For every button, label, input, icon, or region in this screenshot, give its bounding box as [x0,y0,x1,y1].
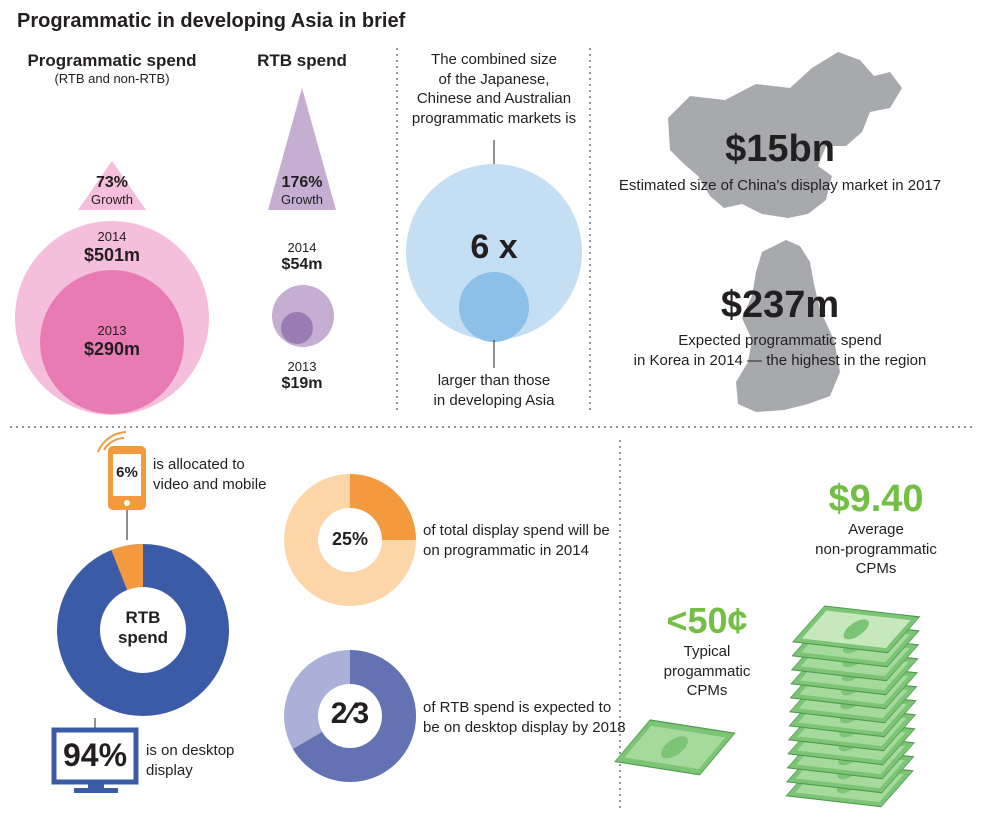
combined-line-3: Chinese and Australian [416,90,572,107]
prog-cpm-line-1: Typical [683,643,731,660]
combined-line-2: of the Japanese, [438,70,550,88]
developing-asia-circle [459,272,529,342]
prog-cpm-line-2: progammatic [663,662,751,680]
share-caption-line-2: on programmatic in 2014 [423,541,589,559]
prog-2014-value: $501m [83,245,141,265]
monitor-icon [51,727,139,793]
desktop-caption-line-1: is on desktop [146,742,235,759]
china-value: $15bn [725,128,835,170]
stack-bill [791,605,921,654]
rtb-donut-center-line-2: spend [117,627,169,647]
prog-spend-subheading: (RTB and non-RTB) [54,71,170,86]
combined-multiplier: 6 x [470,228,518,266]
mobile-caption-line-2: video and mobile [153,475,267,493]
phone-icon [97,431,146,510]
share-caption-line-1: of total display spend will be [423,522,610,539]
desktop-caption-line-2: display [146,761,193,779]
korea-map-shape [736,240,840,412]
desktop-donut-center: 2⁄3 [330,697,370,730]
share-donut-center: 25% [331,529,369,549]
prog-2013-value: $290m [83,339,141,359]
rtb-growth-label: Growth [281,192,323,207]
korea-caption-line-2: in Korea in 2014 — the highest in the re… [633,351,927,369]
rtb-2014-value: $54m [281,256,323,273]
rtb-donut-center: RTB spend [118,608,168,647]
rtb-growth-value: 176% [281,174,323,191]
rtb-donut-hole [100,587,186,673]
desktop-2018-caption-line-2: be on desktop display by 2018 [423,718,626,736]
mobile-caption-line-1: is allocated to [153,456,245,473]
rtb-spend-heading: RTB spend [257,51,347,70]
china-map-shape [668,52,902,218]
mobile-pct: 6% [116,464,138,481]
single-bill-icon [614,719,736,776]
combined-line-1: The combined size [431,51,557,68]
prog-cpm-caption: Typical progammatic CPMs [664,642,751,701]
combined-text-top: The combined size of the Japanese, Chine… [412,50,576,128]
desktop-caption: is on desktop display [146,741,234,780]
korea-value: $237m [720,284,840,326]
prog-cpm-line-3: CPMs [686,682,728,699]
rtb-growth-triangle [268,88,336,210]
combined-line-4: programmatic markets is [411,109,577,127]
non-prog-cpm-line-1: Average [848,521,904,538]
page-title: Programmatic in developing Asia in brief [17,10,406,32]
combined-text-bottom: larger than those in developing Asia [434,371,555,410]
prog-cpm-value: <50¢ [666,600,748,641]
desktop-pct: 94% [62,737,128,773]
prog-2013-circle [40,270,184,414]
prog-spend-heading: Programmatic spend [27,51,197,70]
non-prog-cpm-value: $9.40 [828,478,924,520]
non-prog-cpm-line-2: non-programmatic [815,540,937,558]
non-prog-cpm-caption: Average non-programmatic CPMs [815,520,937,579]
share-caption: of total display spend will be on progra… [423,521,610,560]
desktop-donut-hole [318,684,382,748]
prog-growth-triangle [78,161,146,210]
prog-growth-label: Growth [91,192,133,207]
combined-big-circle [406,164,582,340]
rtb-2013-circle [281,312,313,344]
prog-2014-year: 2014 [97,229,127,244]
mobile-caption: is allocated to video and mobile [153,455,266,494]
share-donut-hole [318,508,382,572]
rtb-2014-year: 2014 [287,240,317,255]
korea-caption-line-1: Expected programmatic spend [678,332,882,349]
desktop-2018-caption-line-1: of RTB spend is expected to [423,699,612,716]
rtb-2013-year: 2013 [287,359,317,374]
desktop-2018-caption: of RTB spend is expected to be on deskto… [423,698,626,737]
prog-growth-value: 73% [95,174,129,191]
non-prog-cpm-line-3: CPMs [855,560,897,577]
china-caption: Estimated size of China's display market… [618,177,942,194]
combined-bottom-line-2: in developing Asia [433,391,555,409]
rtb-2013-value: $19m [281,375,323,392]
money-stack-icon [785,605,921,808]
rtb-donut-center-line-1: RTB [125,608,161,627]
combined-bottom-line-1: larger than those [437,372,551,389]
korea-caption: Expected programmatic spend in Korea in … [634,331,927,370]
prog-2013-year: 2013 [97,323,127,338]
